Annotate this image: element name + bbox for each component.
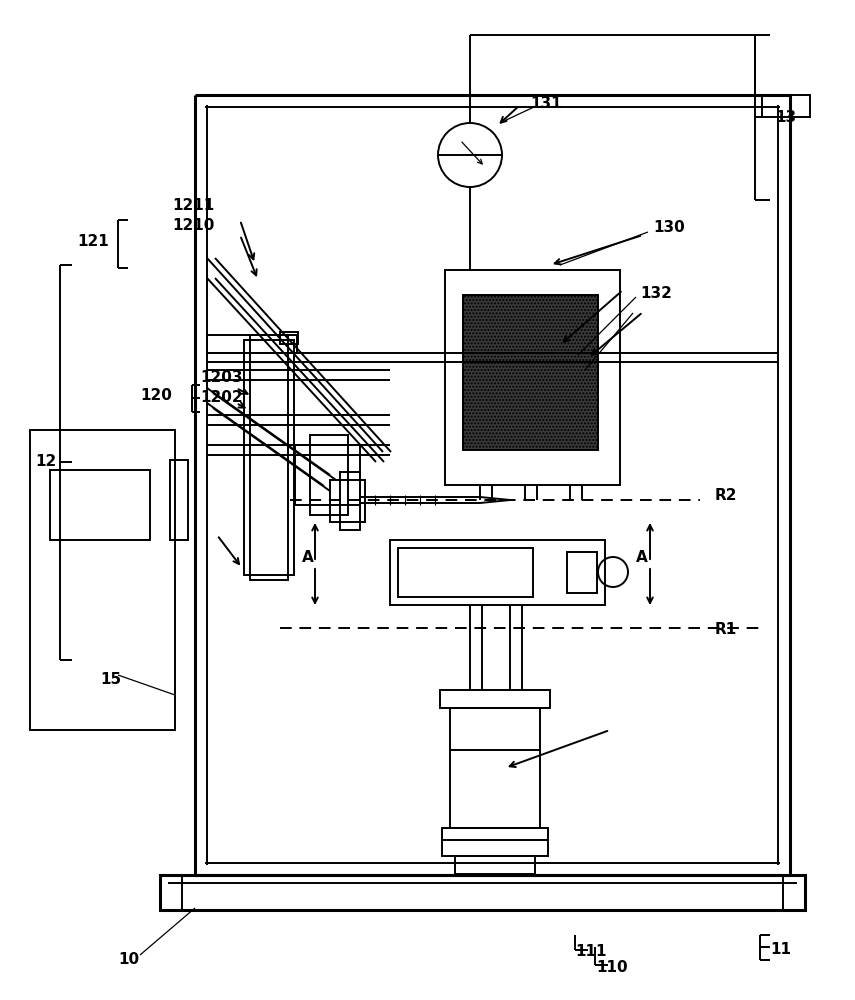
Bar bbox=[442, 828, 548, 856]
Text: 15: 15 bbox=[100, 672, 121, 688]
Bar bbox=[244, 340, 294, 575]
Bar bbox=[50, 470, 150, 540]
Bar bbox=[340, 472, 360, 530]
Bar bbox=[160, 875, 805, 910]
Bar bbox=[440, 690, 550, 708]
Bar bbox=[250, 335, 288, 580]
Bar bbox=[330, 480, 365, 522]
Text: 11: 11 bbox=[770, 942, 791, 958]
Text: 1202: 1202 bbox=[200, 389, 243, 404]
Bar bbox=[398, 548, 533, 597]
Bar bbox=[445, 270, 620, 485]
Text: 1203: 1203 bbox=[200, 369, 243, 384]
Bar bbox=[160, 875, 182, 910]
Text: 1210: 1210 bbox=[172, 218, 215, 232]
Text: A: A bbox=[302, 550, 314, 566]
Text: 12: 12 bbox=[35, 454, 56, 470]
Bar bbox=[310, 435, 348, 515]
Text: 130: 130 bbox=[653, 221, 685, 235]
Bar bbox=[390, 540, 605, 605]
Bar bbox=[783, 875, 805, 910]
Bar bbox=[295, 445, 360, 505]
Text: 131: 131 bbox=[530, 96, 562, 110]
Bar bbox=[463, 295, 598, 450]
Bar bbox=[567, 552, 597, 593]
Bar bbox=[455, 856, 535, 874]
Text: 132: 132 bbox=[640, 286, 672, 302]
Text: 110: 110 bbox=[596, 960, 628, 974]
Text: 111: 111 bbox=[575, 944, 606, 960]
Text: R1: R1 bbox=[715, 622, 737, 638]
Bar bbox=[207, 335, 297, 353]
Text: 121: 121 bbox=[77, 234, 109, 249]
Bar bbox=[170, 460, 188, 540]
Text: 13: 13 bbox=[775, 109, 796, 124]
Bar bbox=[762, 95, 810, 117]
Bar bbox=[450, 708, 540, 828]
Text: 1211: 1211 bbox=[172, 198, 215, 213]
Text: A: A bbox=[636, 550, 648, 566]
Text: 120: 120 bbox=[140, 388, 172, 403]
Bar bbox=[30, 430, 175, 730]
Text: R2: R2 bbox=[715, 488, 738, 504]
Bar bbox=[280, 332, 298, 344]
Text: 10: 10 bbox=[118, 952, 139, 968]
